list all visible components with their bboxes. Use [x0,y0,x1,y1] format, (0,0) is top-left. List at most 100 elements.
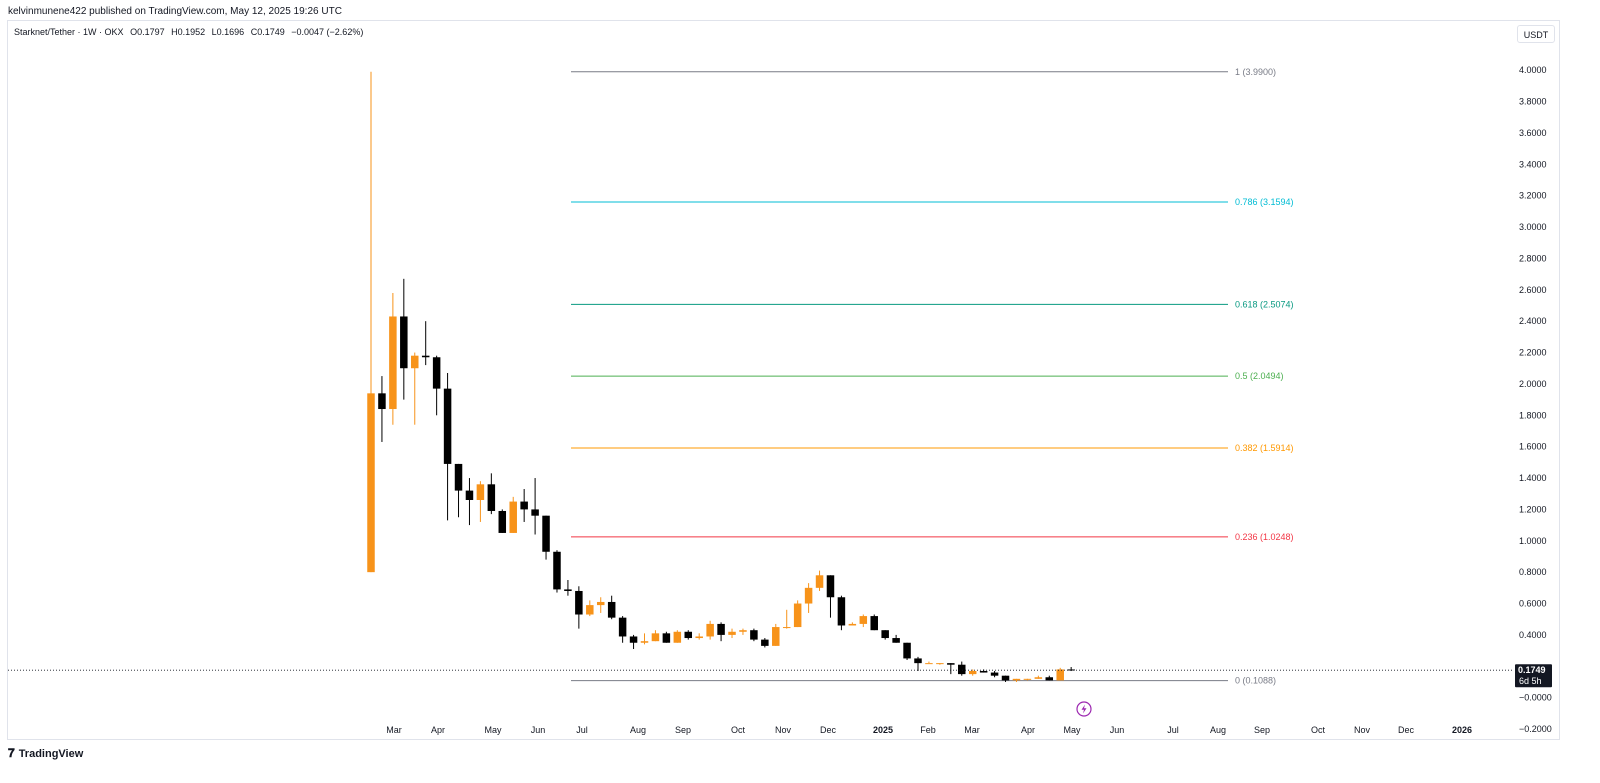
candle-body [367,393,375,573]
candle-body [421,355,430,358]
candle-body [575,590,583,615]
time-tick-label: Sep [1254,725,1270,735]
published-line: kelvinmunene422 published on TradingView… [8,6,342,17]
currency-unit-button[interactable]: USDT [1517,25,1555,43]
time-tick-label: May [484,725,502,735]
candle-body [979,670,988,673]
candle-body [1067,669,1075,671]
candle-body [487,484,496,511]
candle-body [520,501,528,510]
time-axis[interactable]: Mar Apr May Jun Jul Aug Sep Oct Nov Dec 2025 Feb Mar… [386,725,1472,735]
time-tick-label: Jul [576,725,588,735]
lightning-icon[interactable] [1076,701,1092,717]
fib-label-4: 0.382 (1.5914) [1235,443,1294,453]
fib-label-3: 0.5 (2.0494) [1235,371,1284,381]
candle-body [750,630,758,640]
candle-body [651,633,660,642]
candle-body [826,575,835,598]
time-tick-label: Jun [1110,725,1125,735]
candle-body [870,616,878,631]
candle-body [837,597,846,626]
candle-body [454,463,463,491]
candle-body [1045,677,1054,681]
time-tick-label: Oct [731,725,746,735]
fibonacci-retracement[interactable]: 1 (3.9900) 0.786 (3.1594) 0.618 (2.5074) 0.… [571,67,1294,686]
chart-frame [7,20,1560,740]
candle-body [772,627,780,646]
candle-body [914,658,922,664]
time-tick-label: Feb [920,725,936,735]
price-tick-label: 1.4000 [1519,473,1547,483]
candle-body [509,501,517,533]
candle-body [389,316,397,410]
price-tick-label: 4.0000 [1519,65,1547,75]
candle-body [432,357,441,389]
tradingview-logo-icon: 𝟕 [8,746,15,760]
time-tick-label: Dec [1398,725,1415,735]
candle-body [662,633,671,643]
time-tick-label: Sep [675,725,691,735]
candle-body [804,587,813,604]
candle-body [848,623,857,626]
price-tick-label: 2.2000 [1519,348,1547,358]
candle-body [968,670,977,675]
candle-body [761,639,769,646]
price-tick-label: 1.2000 [1519,504,1547,514]
time-tick-label: Mar [964,725,980,735]
price-tick-label: −0.0000 [1519,693,1552,703]
last-price-label: 0.1749 [1518,665,1546,675]
candle-body [782,627,791,629]
time-tick-label: 2025 [873,725,893,735]
time-tick-label: Aug [630,725,646,735]
change-value: −0.0047 (−2.62%) [291,27,364,37]
price-tick-label: 3.4000 [1519,159,1547,169]
candle-body [400,316,408,369]
candle-body [1056,669,1064,681]
candle-body [815,575,824,588]
candle-body [640,641,649,643]
candle-body [531,509,539,516]
price-tick-label: 2.0000 [1519,379,1547,389]
candle-body [947,663,955,665]
time-tick-label: May [1063,725,1081,735]
ohlc-legend: Starknet/Tether · 1W · OKX O0.1797 H0.19… [14,27,367,37]
last-price-marker: 0.1749 6d 5h [8,664,1552,688]
price-tick-label: 3.6000 [1519,128,1547,138]
price-tick-label: 0.8000 [1519,567,1547,577]
candle-body [892,638,900,643]
candle-body [498,510,507,533]
candle-body [728,631,736,635]
candle-body [925,663,933,665]
time-tick-label: Nov [775,725,792,735]
time-tick-label: Jul [1167,725,1179,735]
candle-body [1001,675,1010,681]
candle-body [903,642,911,659]
fib-label-6: 0 (0.1088) [1235,676,1276,686]
price-tick-label: 3.2000 [1519,191,1547,201]
candle-body [411,355,419,369]
price-tick-label: 1.6000 [1519,442,1547,452]
tradingview-footer: 𝟕 TradingView [8,746,83,761]
time-tick-label: Dec [820,725,837,735]
candle-body [618,617,627,637]
price-axis[interactable]: 4.0000 3.8000 3.6000 3.4000 3.2000 3.0000 2.80… [1519,65,1552,734]
candle-body [881,630,889,639]
symbol-label[interactable]: Starknet/Tether · 1W · OKX [14,27,124,37]
fib-label-0: 1 (3.9900) [1235,67,1276,77]
open-value: O0.1797 [130,27,165,37]
candle-body [990,672,999,676]
fib-label-1: 0.786 (3.1594) [1235,197,1294,207]
candles [367,71,1075,682]
time-tick-label: Mar [386,725,402,735]
candle-body [793,603,802,628]
candle-body [607,601,616,618]
candle-body [717,623,725,635]
candle-body [443,388,452,464]
candle-body [673,631,682,643]
candle-body [564,589,572,591]
candle-body [553,551,561,590]
candle-body [936,663,944,665]
time-tick-label: Nov [1354,725,1371,735]
candle-body [1012,678,1021,681]
